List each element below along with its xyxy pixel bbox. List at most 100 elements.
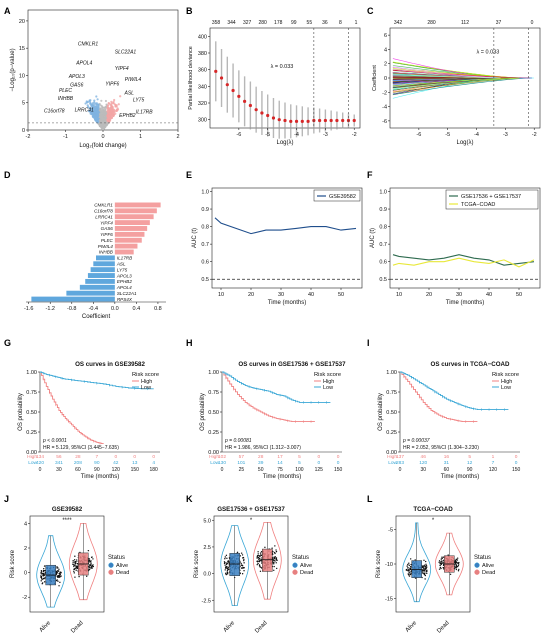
volcano-x-tick: 1 [139, 134, 142, 140]
volcano-y-tick: 20 [19, 19, 25, 25]
lasso-cv-y-tick: 400 [198, 34, 207, 40]
lasso-cv-top-tick: 55 [307, 20, 313, 26]
gene-label: ASL [116, 262, 126, 267]
sample-point [90, 563, 92, 565]
km-gse17536-x-tick: 100 [295, 467, 304, 473]
box-iqr [262, 548, 273, 572]
volcano-point [97, 103, 100, 106]
sample-point [226, 562, 229, 565]
risk-table-low-count: 7 [492, 460, 495, 466]
sample-point [408, 564, 410, 567]
coefficient-x-tick: -0.8 [67, 306, 76, 312]
sample-point [440, 558, 442, 560]
risk-table-high-count: 134 [36, 454, 44, 460]
deviance-point [294, 119, 299, 123]
auc-gse39582-y-tick: 1.0 [201, 190, 209, 196]
lasso-cv-x-tick: -6 [236, 132, 241, 138]
sample-point [40, 575, 42, 577]
violin-outline [434, 532, 464, 596]
coefficient-path [392, 69, 501, 79]
sample-point [72, 560, 74, 562]
hazard-ratio: HR = 1.986, 95%CI (1.312−3.007) [225, 445, 301, 451]
sample-point [438, 568, 441, 570]
km-tcga-y-tick: 1.00 [386, 370, 397, 376]
gene-label: ASL [124, 91, 135, 97]
deviance-point [323, 118, 327, 123]
category-label: Alive [39, 620, 53, 634]
sample-point [256, 563, 258, 566]
km-gse39582-y-tick: 1.00 [26, 370, 37, 376]
survival-curve [400, 371, 509, 411]
auc-validation: GSE17536 + GSE17537 TCGA−COAD 10 20 30 40 50 0.… [370, 187, 541, 306]
lasso-cv-y-tick: 300 [198, 118, 207, 124]
risk-table-low-count: 5 [298, 460, 301, 466]
violin-tcga-y-tick: -10 [385, 562, 393, 568]
sample-point [449, 573, 452, 575]
sample-point [407, 563, 409, 566]
sample-point [408, 562, 410, 564]
volcano-point [97, 107, 100, 110]
sample-point [455, 568, 458, 571]
sample-point [40, 572, 42, 574]
hazard-ratio: HR = 5.129, 95%CI (3.445−7.635) [43, 445, 119, 451]
volcano-y-tick: 5 [22, 101, 25, 107]
sample-point [92, 565, 95, 568]
volcano-point [91, 110, 94, 113]
volcano-x-tick: -2 [26, 134, 31, 140]
sample-point [42, 574, 44, 576]
volcano-point [94, 114, 97, 117]
sample-point [456, 557, 459, 559]
volcano-point [102, 111, 105, 114]
sample-point [424, 560, 427, 563]
lasso-path-x-tick: -4 [474, 132, 479, 138]
sample-point [455, 561, 458, 563]
lasso-cv-top-tick: 99 [291, 20, 297, 26]
sample-point [257, 562, 259, 565]
sample-point [273, 569, 275, 571]
sample-point [408, 575, 411, 577]
km-gse39582-title: OS curves in GSE39582 [75, 361, 145, 368]
auc-gse39582-x-tick: 10 [218, 292, 224, 298]
sample-point [456, 565, 459, 568]
legend-label: Low [323, 385, 333, 391]
risk-table-low-count: 4 [152, 460, 155, 466]
sample-point [224, 558, 226, 560]
sample-point [405, 568, 408, 571]
sample-point [276, 559, 278, 561]
volcano-point [101, 127, 104, 130]
sample-point [423, 566, 425, 568]
risk-table-high-count: 137 [396, 454, 404, 460]
risk-table-high-count: 28 [75, 454, 81, 460]
violin-outline [252, 522, 282, 600]
sample-point [439, 562, 441, 565]
significance-mark: * [432, 518, 435, 524]
volcano-point [95, 102, 98, 105]
auc-validation-x-tick: 50 [516, 292, 522, 298]
km-gse17536-y-tick: 0.75 [208, 390, 219, 396]
violin-tcga-y-tick: -5 [388, 528, 393, 534]
auc-gse39582: GSE39582 10 20 30 40 50 0.5 0.6 0.7 0.8 0.9 1.0 Time… [192, 187, 363, 306]
category-label: Dead [436, 620, 450, 634]
sample-point [242, 559, 245, 562]
sample-point [43, 570, 46, 572]
lasso-path-y-tick: -6 [382, 119, 387, 125]
legend-title: Risk score [132, 372, 159, 378]
lasso-path-y-tick: -2 [382, 90, 387, 96]
volcano-point [107, 117, 111, 120]
violin-tcga-y-tick: -15 [385, 596, 393, 602]
gene-label: LY75 [117, 267, 128, 272]
km-gse39582-x-tick: 180 [150, 467, 159, 473]
coefficient-bar [85, 278, 115, 284]
sample-point [226, 572, 229, 574]
deviance-point [271, 116, 276, 120]
auc-gse39582-y-tick: 0.8 [201, 225, 209, 231]
sample-point [409, 567, 411, 569]
km-tcga-ylabel: OS probability [378, 393, 384, 431]
violin-outline [402, 522, 432, 603]
deviance-point [300, 119, 304, 123]
volcano-point [101, 106, 104, 109]
sample-point [407, 573, 409, 575]
coefficient-x-tick: 0.8 [154, 306, 162, 312]
sample-point [225, 572, 227, 574]
